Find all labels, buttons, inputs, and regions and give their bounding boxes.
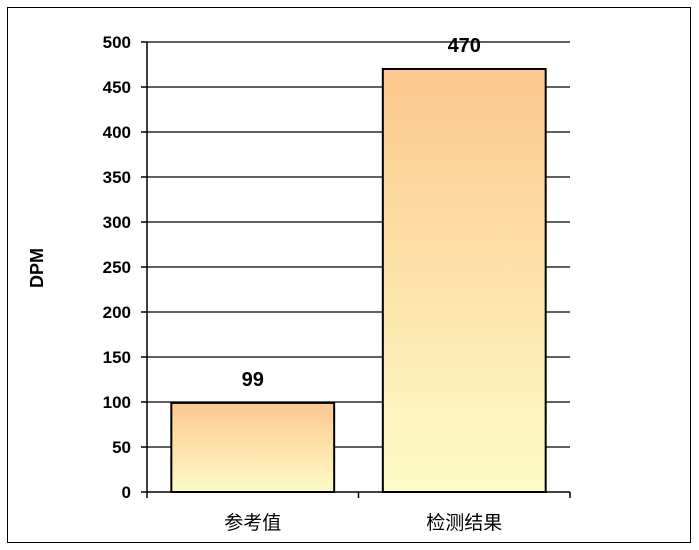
bar-1 <box>170 401 336 493</box>
y-tick-label-350: 350 <box>103 168 131 187</box>
y-tick-label-500: 500 <box>103 33 131 52</box>
y-tick-label-200: 200 <box>103 303 131 322</box>
y-tick-label-50: 50 <box>112 438 131 457</box>
y-axis-title: DPM <box>27 248 47 288</box>
data-label-2: 470 <box>448 35 481 57</box>
chart-frame <box>7 7 691 543</box>
y-tick-label-0: 0 <box>122 483 131 502</box>
x-axis-labels: 参考值 检测结果 <box>224 512 502 534</box>
x-category-label-2: 检测结果 <box>426 512 502 534</box>
data-label-1: 99 <box>242 369 264 391</box>
bar-2 <box>381 68 547 493</box>
y-tick-label-100: 100 <box>103 393 131 412</box>
x-category-label-1: 参考值 <box>224 512 281 534</box>
y-tick-label-250: 250 <box>103 258 131 277</box>
data-labels: 99 470 <box>242 35 481 391</box>
y-tick-label-150: 150 <box>103 348 131 367</box>
y-tick-label-450: 450 <box>103 78 131 97</box>
y-tick-label-400: 400 <box>103 123 131 142</box>
y-axis-ticks: 0 50 100 150 200 250 300 350 400 450 500 <box>103 33 571 502</box>
y-tick-label-300: 300 <box>103 213 131 232</box>
